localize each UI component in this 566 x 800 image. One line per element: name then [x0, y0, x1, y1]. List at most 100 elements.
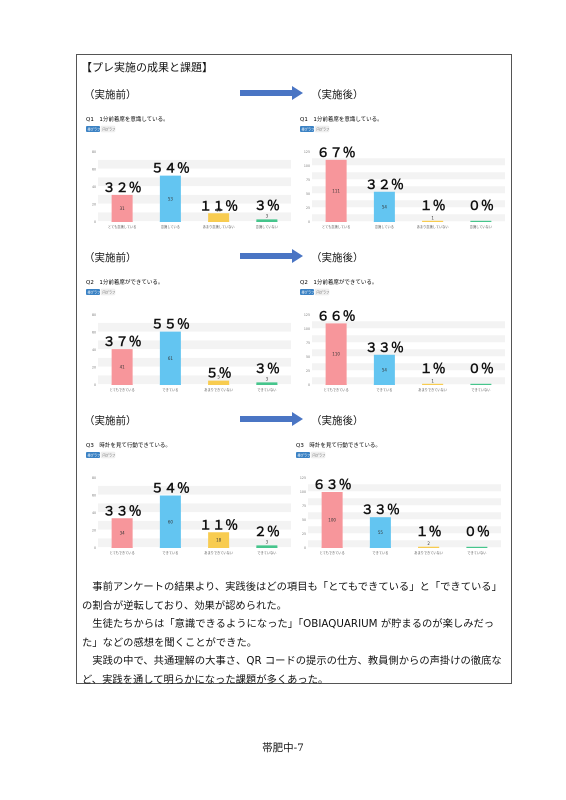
- chart-title: Q3 時計を見て行動できている。: [296, 441, 381, 449]
- bar-value-label: 3: [266, 213, 269, 218]
- grid-band: [308, 484, 501, 492]
- category-label: とても意識している: [322, 224, 350, 229]
- label-before-2: （実施前）: [84, 252, 137, 264]
- y-tick-label: 0: [308, 220, 310, 224]
- page-footer: 帯肥中-7: [262, 742, 304, 754]
- paragraph-issues: 実践の中で、共通理解の大事さ、QR コードの提示の仕方、教員側からの声掛けの徹底…: [82, 655, 502, 686]
- chart-q3-after: Q3 時計を見て行動できている。 棒グラフ 円グラフ 0 25 50 75 100 125 100…: [296, 440, 506, 568]
- report-frame: [76, 54, 512, 684]
- bar-little: [208, 213, 230, 222]
- category-label: 意識している: [375, 224, 394, 229]
- grid-band: [312, 335, 505, 343]
- bar-baseline: [466, 546, 488, 548]
- bar-baseline: [470, 220, 492, 222]
- percent-annotation: ３３％: [365, 341, 404, 356]
- tab-bar-label: 棒グラフ: [302, 127, 315, 132]
- y-tick-label: 0: [94, 383, 96, 387]
- label-after-3: （実施後）: [311, 415, 364, 427]
- tab-bar-chart: [86, 452, 100, 458]
- category-label: 意識している: [161, 224, 180, 229]
- y-tick-label: 75: [306, 178, 310, 182]
- grid-band: [308, 526, 501, 534]
- bar-baseline: [422, 383, 444, 385]
- label-after-1: （実施後）: [311, 89, 364, 101]
- category-label: とてもできている: [324, 387, 349, 392]
- bar-baseline: [208, 220, 230, 222]
- percent-annotation: ０％: [464, 525, 490, 540]
- percent-annotation: ６６％: [317, 309, 356, 324]
- bar-baseline: [111, 383, 133, 385]
- y-tick-label: 125: [300, 476, 306, 480]
- y-tick-label: 60: [92, 168, 96, 172]
- y-tick-label: 100: [300, 490, 306, 494]
- bar-chart: Q3 時計を見て行動できている。棒グラフ 円グラフ 0 20 40 60 80 34 とてもでき…: [86, 441, 291, 555]
- tab-pie-label: 円グラフ: [313, 453, 326, 458]
- bar-very: [325, 323, 347, 385]
- bar-baseline: [111, 220, 133, 222]
- bar-value-label: 3: [266, 539, 269, 544]
- tab-pie-chart: [100, 125, 116, 133]
- grid-band: [312, 158, 505, 166]
- bar-none: [256, 545, 278, 548]
- percent-annotation: １％: [420, 362, 446, 377]
- percent-annotation: ３３％: [361, 503, 400, 518]
- percent-annotation: ３２％: [365, 178, 404, 193]
- category-label: 意識していない: [256, 224, 278, 229]
- chart-title: Q1 1分前着席を意識している。: [86, 115, 169, 123]
- bar-can: [159, 495, 181, 548]
- y-tick-label: 20: [92, 366, 96, 370]
- percent-annotation: ５４％: [151, 482, 190, 497]
- category-label: できている: [162, 387, 178, 392]
- grid-band: [308, 540, 501, 548]
- percent-annotation: ０％: [468, 362, 494, 377]
- y-tick-label: 100: [304, 164, 310, 168]
- category-label: できていない: [257, 550, 276, 555]
- percent-annotation: ５％: [206, 367, 232, 382]
- bar-baseline: [321, 546, 343, 548]
- y-tick-label: 125: [304, 313, 310, 317]
- grid-band: [312, 200, 505, 208]
- percent-annotation: ３％: [254, 199, 280, 214]
- grid-band: [98, 212, 291, 222]
- grid-band: [98, 340, 291, 350]
- bar-baseline: [422, 220, 444, 222]
- summary-text: 事前アンケートの結果より、実践後はどの項目も「とてもできている」と「できている」…: [82, 578, 506, 690]
- bar-little: [208, 380, 230, 385]
- grid-band: [312, 214, 505, 222]
- bar-value-label: 110: [332, 352, 340, 357]
- y-tick-label: 0: [94, 546, 96, 550]
- tab-pie-chart: [100, 288, 116, 296]
- grid-band: [312, 363, 505, 371]
- bar-none: [256, 219, 278, 222]
- bar-can: [159, 175, 181, 222]
- tab-pie-chart: [314, 288, 330, 296]
- y-tick-label: 60: [92, 494, 96, 498]
- bar-value-label: 31: [120, 206, 126, 211]
- tab-bar-label: 棒グラフ: [88, 127, 101, 132]
- bar-value-label: 61: [168, 356, 174, 361]
- bar-value-label: 41: [120, 365, 126, 370]
- category-label: とてもできている: [320, 550, 345, 555]
- bar-little: [208, 532, 230, 548]
- percent-annotation: ３３％: [103, 504, 142, 519]
- grid-band: [98, 322, 291, 332]
- paragraph-voices: 生徒たちからは「意識できるようになった」「OBIAQUARIUM が貯まるのが楽…: [82, 618, 495, 649]
- bar-value-label: 111: [332, 188, 340, 193]
- bar-value-label: 2: [427, 541, 430, 546]
- y-tick-label: 25: [302, 532, 306, 536]
- percent-annotation: ６３％: [313, 478, 352, 493]
- percent-annotation: ３７％: [103, 335, 142, 350]
- tab-pie-label: 円グラフ: [317, 290, 330, 295]
- percent-annotation: １１％: [199, 518, 238, 533]
- tab-bar-chart: [300, 289, 314, 295]
- percent-annotation: １％: [420, 199, 446, 214]
- tab-bar-label: 棒グラフ: [298, 453, 311, 458]
- y-tick-label: 60: [92, 331, 96, 335]
- chart-title: Q3 時計を見て行動できている。: [86, 441, 171, 449]
- y-tick-label: 75: [306, 341, 310, 345]
- bar-baseline: [369, 546, 391, 548]
- bar-baseline: [256, 383, 278, 385]
- grid-band: [98, 375, 291, 385]
- bar-chart: Q3 時計を見て行動できている。棒グラフ 円グラフ 0 25 50 75 100 125 100…: [296, 441, 501, 555]
- category-label: できている: [162, 550, 178, 555]
